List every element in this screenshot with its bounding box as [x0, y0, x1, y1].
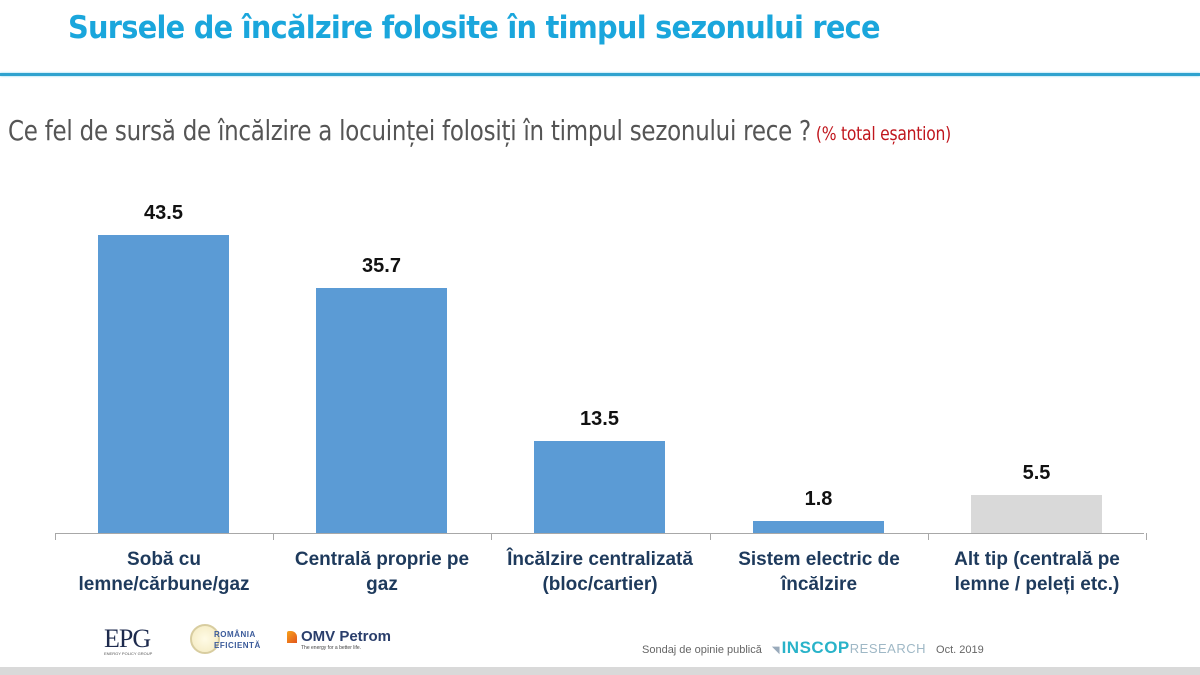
romania-logo-line1: ROMÂNIA: [214, 630, 256, 639]
bar: [98, 235, 229, 533]
category-label-line: gaz: [366, 574, 398, 595]
category-label-line: lemne/cărbune/gaz: [78, 574, 250, 595]
category-label-line: (bloc/cartier): [542, 574, 658, 595]
category-label-line: lemne / peleți etc.): [954, 574, 1120, 595]
bar: [534, 441, 665, 533]
survey-question: Ce fel de sursă de încălzire a locuinței…: [8, 114, 951, 147]
bar: [753, 521, 884, 533]
category-label: Centrală proprie pe gaz: [273, 547, 491, 597]
x-axis-tick: [928, 533, 929, 540]
epg-logo-subtitle: ENERGY POLICY GROUP: [104, 651, 153, 656]
x-axis-tick: [273, 533, 274, 540]
category-label-line: Sobă cu: [127, 549, 201, 570]
bar-value-label: 5.5: [1022, 462, 1051, 484]
category-label: Încălzire centralizată (bloc/cartier): [491, 547, 709, 597]
omv-logo-tagline: The energy for a better life.: [301, 645, 362, 651]
bar-value-label: 1.8: [804, 488, 833, 510]
romania-eficienta-logo: ROMÂNIA EFICIENTĂ: [190, 622, 265, 656]
x-axis-tick: [55, 533, 56, 540]
x-axis: [55, 533, 1144, 534]
bar-value-label: 35.7: [362, 255, 401, 277]
category-label: Alt tip (centrală pe lemne / peleți etc.): [928, 547, 1146, 597]
question-text: Ce fel de sursă de încălzire a locuinței…: [8, 114, 811, 147]
category-label-line: Alt tip (centrală pe: [954, 549, 1120, 570]
epg-logo-text: EPG: [104, 624, 151, 653]
bar: [971, 495, 1102, 533]
category-label: Sistem electric de încălzire: [710, 547, 928, 597]
research-logo-text: RESEARCH: [849, 641, 927, 656]
survey-date: Oct. 2019: [936, 644, 984, 656]
sample-note: (% total eșantion): [815, 123, 951, 145]
inscop-logo: INSCOP: [781, 638, 850, 657]
omv-logo-name: OMV Petrom: [301, 628, 392, 645]
x-axis-tick: [491, 533, 492, 540]
page-title: Sursele de încălzire folosite în timpul …: [68, 10, 881, 46]
category-label: Sobă cu lemne/cărbune/gaz: [55, 547, 273, 597]
category-label-line: Centrală proprie pe: [294, 549, 470, 570]
bottom-band: [0, 667, 1200, 675]
bar-value-label: 13.5: [580, 408, 619, 430]
title-divider: [0, 73, 1200, 76]
category-label-line: Sistem electric de: [738, 549, 900, 570]
inscop-mark-icon: ◥: [771, 645, 780, 656]
category-label-line: Încălzire centralizată: [507, 549, 693, 570]
bar-value-label: 43.5: [144, 202, 183, 224]
romania-eficienta-emblem-icon: [190, 624, 220, 654]
footer-credits: Sondaj de opinie publică ◥ INSCOP RESEAR…: [642, 638, 984, 658]
survey-label: Sondaj de opinie publică: [642, 644, 762, 656]
omv-petrom-mark-icon: [287, 631, 297, 643]
bar: [316, 288, 447, 533]
category-label-line: încălzire: [780, 574, 858, 595]
romania-logo-line2: EFICIENTĂ: [214, 641, 261, 650]
x-axis-tick: [1146, 533, 1147, 540]
x-axis-tick: [710, 533, 711, 540]
epg-logo: EPG ENERGY POLICY GROUP: [104, 624, 153, 656]
